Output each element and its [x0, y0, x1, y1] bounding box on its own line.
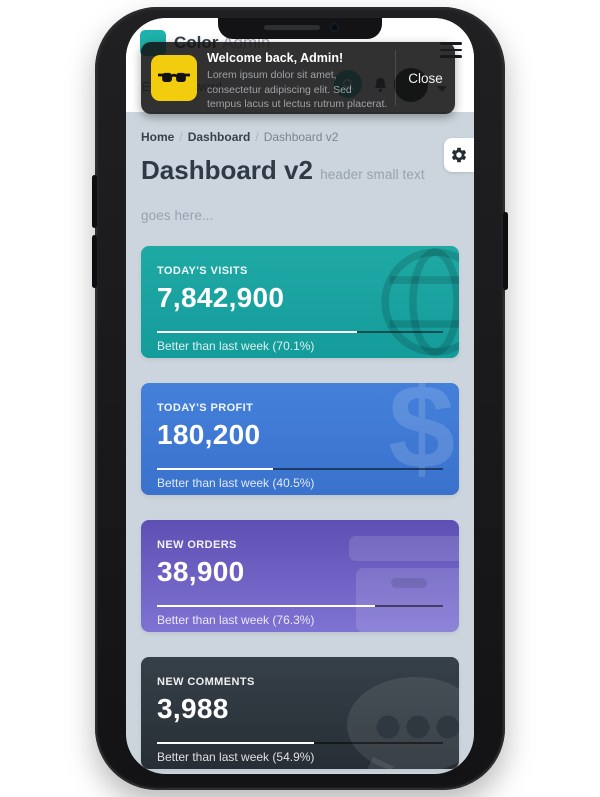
progress-bar	[157, 605, 443, 607]
breadcrumb-separator: /	[179, 130, 183, 144]
progress-fill	[157, 331, 358, 333]
card-note: Better than last week (54.9%)	[157, 750, 315, 764]
stat-card-profit: $ TODAY'S PROFIT 180,200 Better than las…	[141, 383, 459, 495]
toast-message: Lorem ipsum dolor sit amet, consectetur …	[207, 69, 388, 111]
power-button	[503, 212, 508, 290]
page-subtitle: header small text goes here...	[141, 167, 425, 223]
page-title-text: Dashboard v2	[141, 155, 313, 185]
card-note: Better than last week (40.5%)	[157, 476, 315, 490]
card-value: 38,900	[157, 556, 245, 587]
progress-bar	[157, 742, 443, 744]
settings-toggle-button[interactable]	[444, 138, 474, 172]
card-note: Better than last week (76.3%)	[157, 613, 315, 627]
stat-card-orders: NEW ORDERS 38,900 Better than last week …	[141, 520, 459, 632]
welcome-toast: Welcome back, Admin! Lorem ipsum dolor s…	[141, 42, 455, 114]
speaker-slot	[264, 25, 320, 30]
card-value: 7,842,900	[157, 282, 285, 313]
dollar-icon: $	[388, 383, 455, 494]
phone-notch	[218, 18, 382, 39]
stat-card-comments: NEW COMMENTS 3,988 Better than last week…	[141, 657, 459, 769]
page-title: Dashboard v2 header small text goes here…	[141, 152, 459, 234]
volume-down-button	[92, 235, 97, 288]
menu-icon[interactable]	[440, 42, 462, 58]
breadcrumb-dashboard[interactable]: Dashboard	[187, 130, 251, 144]
card-title: TODAY'S PROFIT	[157, 402, 254, 414]
phone-screen: Color Admin Enter keyword Welcom	[126, 18, 474, 774]
progress-fill	[157, 742, 314, 744]
globe-icon	[381, 248, 459, 356]
archive-icon	[349, 536, 459, 632]
toast-avatar	[151, 55, 197, 101]
card-title: NEW COMMENTS	[157, 676, 255, 688]
toast-title: Welcome back, Admin!	[207, 51, 344, 65]
stat-card-visits: TODAY'S VISITS 7,842,900 Better than las…	[141, 246, 459, 358]
gear-icon	[451, 147, 467, 163]
volume-up-button	[92, 175, 97, 228]
progress-fill	[157, 468, 273, 470]
breadcrumb-current: Dashboard v2	[263, 130, 339, 144]
card-value: 3,988	[157, 693, 229, 724]
glasses-icon	[158, 72, 190, 82]
progress-bar	[157, 468, 443, 470]
breadcrumb-home[interactable]: Home	[141, 130, 175, 144]
front-camera	[330, 23, 339, 32]
card-title: TODAY'S VISITS	[157, 265, 248, 277]
breadcrumb: Home / Dashboard / Dashboard v2	[141, 130, 459, 144]
toast-divider	[395, 50, 396, 106]
card-title: NEW ORDERS	[157, 539, 237, 551]
comment-icon	[347, 677, 459, 769]
toast-close-button[interactable]: Close	[408, 70, 443, 86]
page-content: Home / Dashboard / Dashboard v2 Dashboard v2…	[126, 112, 474, 774]
card-value: 180,200	[157, 419, 261, 450]
phone-frame: Color Admin Enter keyword Welcom	[92, 7, 508, 790]
card-note: Better than last week (70.1%)	[157, 339, 315, 353]
breadcrumb-separator: /	[255, 130, 259, 144]
progress-fill	[157, 605, 376, 607]
progress-bar	[157, 331, 443, 333]
